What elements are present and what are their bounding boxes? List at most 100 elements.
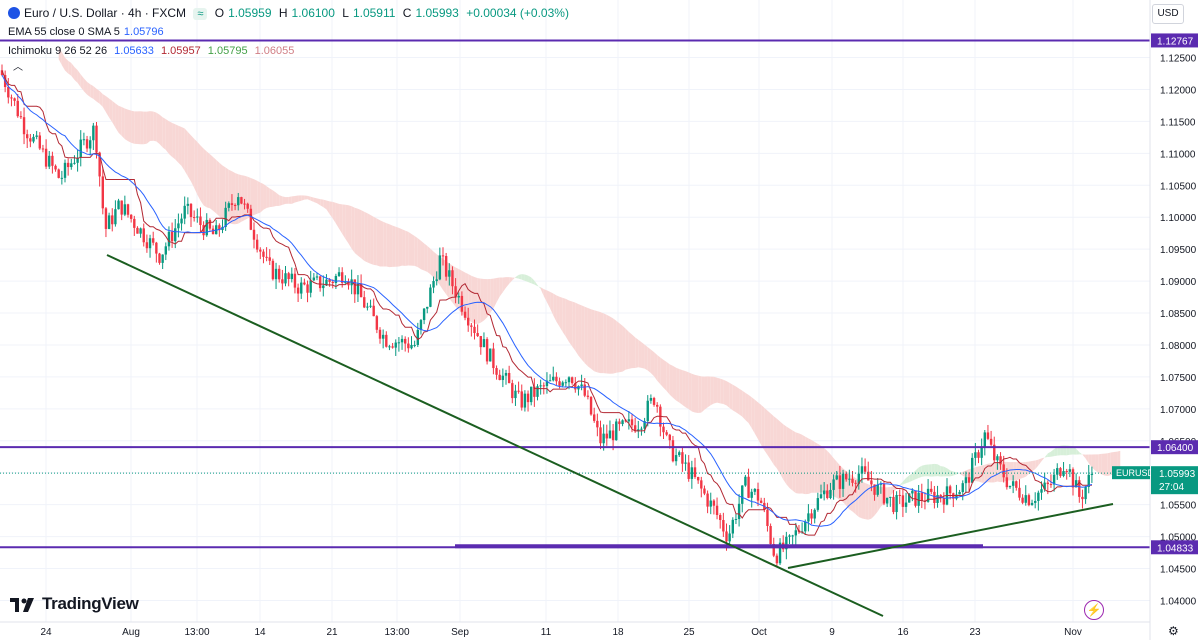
gear-icon[interactable]: ⚙ [1168, 624, 1179, 638]
candle-body [60, 177, 64, 179]
candle-body [750, 491, 753, 498]
cloud-segment [824, 448, 828, 494]
candle-body [41, 148, 45, 150]
candle-body [678, 452, 681, 456]
candle-body [533, 386, 536, 397]
cloud-segment [918, 465, 922, 478]
cloud-segment [556, 295, 560, 327]
candle-body [438, 255, 442, 280]
candle-body [530, 386, 533, 403]
cloud-segment [502, 277, 506, 293]
cloud-segment [263, 184, 267, 210]
candle-body [51, 155, 54, 166]
cloud-segment [61, 52, 65, 71]
candle-body [114, 209, 117, 225]
time-tick-label: 23 [969, 627, 981, 638]
candle-body [687, 462, 690, 479]
currency-selector[interactable]: USD [1152, 4, 1184, 24]
cloud-segment [754, 399, 758, 440]
cloud-segment [858, 479, 862, 519]
time-tick-label: 21 [326, 627, 338, 638]
candles [0, 64, 1094, 567]
candle-body [501, 375, 505, 381]
candle-body [422, 308, 426, 321]
candle-body [570, 377, 574, 384]
candle-body [810, 513, 813, 519]
close-label: C [402, 6, 412, 20]
cloud-segment [323, 199, 327, 210]
cloud-segment [635, 337, 639, 369]
candle-body [255, 239, 259, 250]
cloud-segment [625, 328, 629, 370]
candle-body [958, 492, 961, 495]
cloud-segment [613, 318, 617, 374]
cloud-segment [906, 475, 910, 484]
candle-body [879, 483, 883, 485]
candle-body [681, 452, 684, 464]
cloud-segment [102, 94, 106, 113]
cloud-segment [301, 195, 305, 201]
cloud-segment [628, 331, 632, 369]
price-tick-label: 1.12000 [1160, 85, 1197, 96]
cloud-segment [124, 108, 128, 142]
candle-body [444, 256, 448, 277]
candle-body [870, 480, 873, 485]
lightning-icon[interactable]: ⚡ [1084, 600, 1104, 620]
price-tick-label: 1.09000 [1160, 277, 1197, 288]
candle-body [410, 344, 413, 349]
candle-body [838, 475, 842, 489]
candle-body [690, 467, 694, 479]
ascending-trend-line [787, 503, 1114, 569]
cloud-segment [1050, 449, 1055, 457]
candle-body [259, 249, 262, 252]
candle-body [737, 503, 741, 519]
candle-body [334, 275, 338, 283]
candle-body [38, 135, 41, 149]
cloud-segment [376, 218, 380, 267]
cloud-segment [915, 467, 919, 480]
candle-body [542, 385, 545, 387]
tradingview-brand[interactable]: TradingView [42, 594, 139, 613]
candle-body [555, 376, 558, 382]
cloud-segment [666, 361, 670, 395]
cloud-segment [455, 267, 459, 310]
cloud-segment [272, 190, 277, 207]
cloud-segment [654, 352, 658, 381]
cloud-segment [682, 370, 686, 408]
ema-legend[interactable]: EMA 55 close 0 SMA 5 1.05796 [8, 26, 168, 38]
candle-body [898, 494, 901, 496]
cloud-segment [994, 462, 998, 483]
ichimoku-legend[interactable]: Ichimoku 9 26 52 26 1.05633 1.05957 1.05… [8, 45, 298, 57]
cloud-segment [792, 430, 796, 494]
session-badge[interactable]: ≈ [193, 8, 208, 20]
ichimoku-base-value: 1.05957 [160, 45, 201, 57]
cloud-segment [1057, 445, 1061, 456]
symbol-title[interactable]: Euro / U.S. Dollar · 4h · FXCM [24, 6, 187, 20]
ichimoku-lead1-value: 1.05795 [207, 45, 248, 57]
candle-body [177, 223, 180, 229]
cloud-segment [172, 122, 176, 160]
candle-body [498, 374, 501, 381]
chevron-up-icon[interactable]: ︿ [13, 62, 23, 73]
cloud-segment [361, 210, 365, 261]
candle-body [772, 544, 775, 556]
candle-body [520, 391, 523, 408]
euro-flag-icon [8, 7, 20, 19]
cloud-segment [943, 466, 947, 477]
cloud-segment [937, 464, 941, 477]
candle-body [775, 555, 779, 564]
candle-body [180, 218, 183, 224]
candle-body [1043, 482, 1046, 490]
candle-body [709, 500, 712, 507]
price-tick-label: 1.10500 [1160, 181, 1197, 192]
cloud-segment [657, 354, 661, 385]
candle-body [274, 268, 278, 280]
candle-body [974, 452, 977, 458]
cloud-segment [187, 131, 191, 182]
cloud-segment [77, 70, 81, 88]
cloud-segment [603, 313, 607, 374]
candle-body [696, 477, 700, 481]
cloud-segment [326, 200, 330, 215]
cloud-segment [335, 202, 340, 229]
